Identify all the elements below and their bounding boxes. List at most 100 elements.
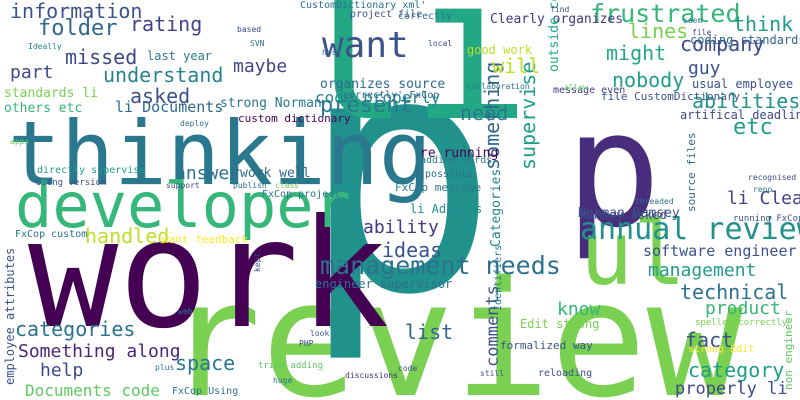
word-clearly-organizes: Clearly organizes [490, 12, 624, 27]
word-file-customdictionary: file CustomDictionary [601, 90, 741, 103]
word-li-documents: li Documents [115, 98, 224, 116]
word-last-year: last year [147, 49, 213, 63]
word-fxcop-message: FxCop message [395, 181, 482, 194]
word-software-engineer: software engineer [643, 242, 797, 260]
word-lines: lines [628, 19, 689, 43]
word-fxcop-custom: FxCop custom [15, 229, 88, 240]
word-review: review [165, 246, 743, 400]
word-source-files: source files [685, 132, 698, 212]
word-li: li [290, 0, 531, 166]
word-frustrated: frustrated [590, 0, 741, 28]
word-allow: allow [564, 83, 589, 92]
word-li-clearly: li Clearly [727, 188, 800, 209]
word-something-along: Something along [18, 341, 181, 362]
word-class: class [275, 181, 300, 190]
word-management-needs: management needs [320, 251, 561, 280]
word-will: will [492, 54, 541, 78]
word-identifiers: Identifiers [493, 244, 504, 311]
word-threaded: threaded [635, 197, 674, 206]
word-host: host [322, 48, 342, 57]
word-properly-li: properly li [675, 379, 788, 399]
word-svn: SVN [250, 39, 265, 48]
word-fxcop-using: FxCop Using [172, 386, 239, 397]
word-annual-review: annual review [580, 212, 800, 247]
word-might: might [606, 41, 667, 65]
word-discussions: discussions [345, 371, 398, 380]
word-list: list [405, 320, 454, 344]
word-information: information [10, 0, 143, 23]
word-fact: fact [685, 328, 734, 352]
word-categories: categories [15, 317, 136, 341]
word-developer: developer [15, 169, 351, 242]
word-answer: answer [175, 163, 241, 184]
word-organizes-source: organizes source [320, 77, 446, 92]
word-nobody: nobody [612, 68, 685, 92]
word-ramsey-asked: Ramsey asked [580, 208, 667, 222]
word-abilities: abilities [692, 89, 800, 113]
word-look: look [310, 329, 330, 338]
word-present: present [320, 93, 413, 118]
word-possible: possible [425, 169, 474, 180]
word-code: code [398, 364, 418, 373]
word-adding-words: adding words [420, 155, 493, 166]
word-strong-edit: strong Edit [688, 344, 755, 355]
word-ideally: Ideally [28, 42, 62, 51]
word-product: product [705, 298, 781, 319]
word-collaboration: collaboration [467, 82, 530, 91]
word-folder: folder [38, 16, 118, 41]
word-company: company [680, 32, 765, 56]
word-using-version: Using version [36, 178, 107, 188]
word-deploy: deploy [180, 119, 209, 128]
word-artifical-deadlines: artifical deadlines [680, 108, 800, 122]
word-local: local [428, 39, 453, 48]
word-engineer-supervisor: engineer supervisor [315, 277, 453, 291]
word-non-engineer: non engineer [782, 310, 795, 390]
word-understand: understand [103, 63, 224, 87]
word-standards-li: standards li [4, 86, 98, 101]
word-p: p [300, 0, 499, 367]
word-thinking: thinking [8, 102, 432, 205]
word-customdictionary-xml: CustomDictionary xml' [300, 0, 427, 11]
word-find: find [550, 5, 570, 14]
word-missed: missed [65, 45, 138, 69]
word-others-etc: others etc [4, 101, 83, 116]
word-repo: repo [753, 185, 773, 194]
word-handled: handled [85, 224, 170, 248]
word-documents-code: Documents code [25, 381, 160, 400]
word-php: PHP [299, 339, 314, 348]
word-huge: huge [273, 376, 293, 385]
word-p: p [565, 76, 662, 263]
word-ul: ul [580, 202, 686, 305]
word-seem: seem [683, 16, 703, 25]
word-formalized-way: formalized way [500, 339, 593, 352]
word-kept: kept [253, 252, 262, 272]
word-directly-supervise: directly supervise [37, 165, 146, 176]
word-management: management [648, 260, 757, 281]
word-message-even: message even [553, 85, 626, 96]
word-think: think [733, 12, 794, 36]
word-fxcop-project: FxCop project [262, 189, 341, 200]
word-want-feedback: want feedback [162, 233, 249, 246]
word-rating: rating [130, 12, 203, 36]
word-need: need [460, 101, 509, 125]
word-publish: publish [233, 181, 267, 190]
word-maybe: maybe [233, 56, 288, 77]
word-usual-employee: usual employee [692, 77, 794, 91]
word-project-file: project file [350, 9, 423, 20]
word-ideas: ideas [382, 238, 443, 262]
word-want: want [322, 25, 409, 66]
word-recognised: recognised [748, 173, 797, 182]
word-etc: etc [733, 115, 773, 140]
word-coding-standards: coding standards [690, 33, 800, 47]
word-apps: apps [10, 137, 30, 146]
word-strong-norman: strong Norman [220, 96, 322, 111]
word-correctly-fxcop: correctly' FxCop [343, 90, 440, 101]
word-code-properly: code properly [315, 88, 441, 107]
word-tried-adding: tried adding [258, 361, 324, 371]
word-spelled-correctly: spelled correctly' [695, 318, 793, 328]
word-employee-attributes: employee attributes [3, 247, 17, 385]
word-work: work [28, 188, 390, 362]
word-categories: Categories [489, 168, 504, 247]
word-know: know [557, 299, 601, 320]
